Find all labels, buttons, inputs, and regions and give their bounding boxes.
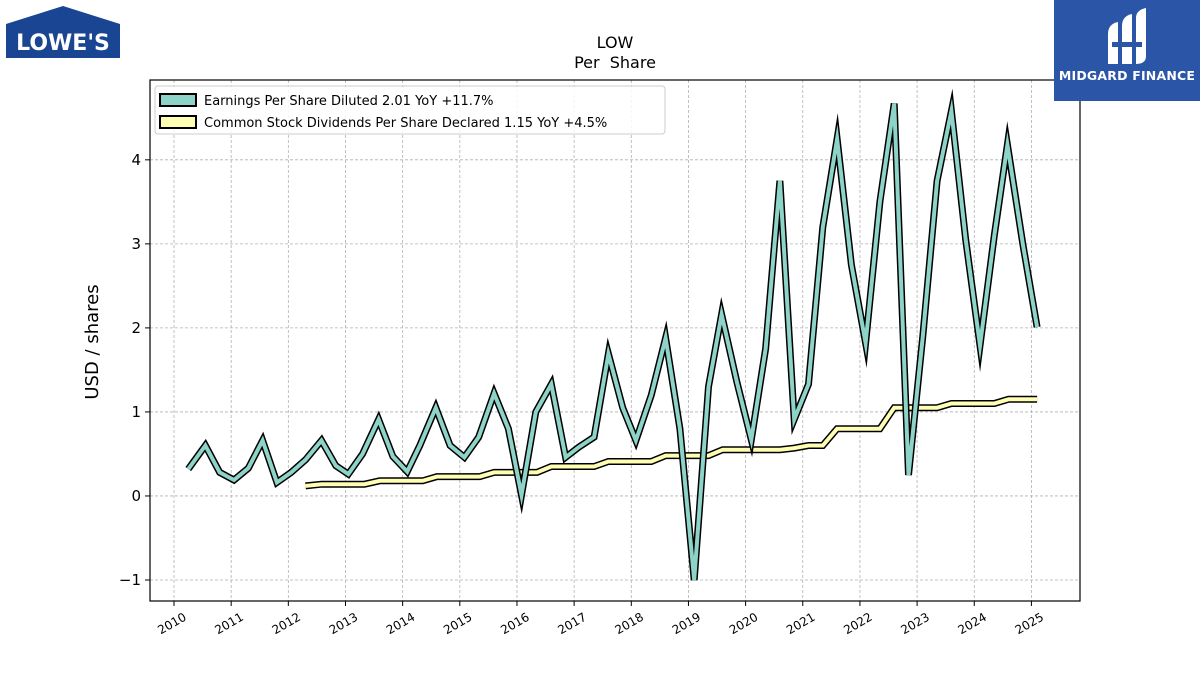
x-tick-label: 2010 [155, 610, 188, 637]
series-line-earnings-per-share-diluted [186, 98, 1040, 581]
legend-entry-label: Earnings Per Share Diluted 2.01 YoY +11.… [204, 94, 494, 109]
midgard-logo-text: MIDGARD FINANCE [1058, 68, 1196, 83]
series-layer [185, 88, 1041, 581]
x-tick-label: 2025 [1013, 610, 1046, 637]
y-tick-label: 1 [131, 403, 141, 421]
lowes-logo: LOWE'S [6, 6, 120, 58]
x-tick-label: 2012 [270, 610, 303, 637]
legend-entry-label: Common Stock Dividends Per Share Declare… [204, 116, 607, 131]
legend-swatch [159, 115, 197, 129]
x-tick-label: 2022 [841, 610, 874, 637]
y-axis-label: USD / shares [82, 284, 103, 399]
chart-title: LOW [597, 33, 634, 52]
lowes-logo-text: LOWE'S [16, 31, 110, 56]
x-tick-label: 2024 [956, 610, 989, 637]
x-tick-label: 2016 [498, 610, 531, 637]
x-tick-label: 2018 [613, 610, 646, 637]
x-tick-label: 2020 [727, 610, 760, 637]
x-tick-label: 2015 [441, 610, 474, 637]
midgard-finance-logo: MIDGARD FINANCE [1054, 0, 1200, 101]
x-tick-label: 2023 [898, 610, 931, 637]
x-tick-label: 2014 [384, 610, 417, 637]
x-tick-label: 2021 [784, 610, 817, 637]
series-outline-earnings-per-share-diluted [185, 88, 1041, 581]
y-tick-label: 0 [131, 487, 141, 505]
legend-box [154, 85, 666, 135]
y-tick-label: 3 [131, 235, 141, 253]
x-tick-label: 2013 [327, 610, 360, 637]
y-tick-label: −1 [119, 571, 141, 589]
x-tick-label: 2011 [212, 610, 245, 637]
legend-swatch [159, 93, 197, 107]
x-tick-label: 2017 [555, 610, 588, 637]
legend: Earnings Per Share Diluted 2.01 YoY +11.… [154, 85, 666, 135]
y-tick-label: 4 [131, 151, 141, 169]
midgard-mark-icon [1108, 8, 1146, 64]
x-tick-label: 2019 [670, 610, 703, 637]
plot-frame [149, 79, 1081, 602]
y-tick-label: 2 [131, 319, 141, 337]
chart-subtitle: Per Share [574, 53, 656, 72]
grid-lines [150, 80, 1080, 601]
